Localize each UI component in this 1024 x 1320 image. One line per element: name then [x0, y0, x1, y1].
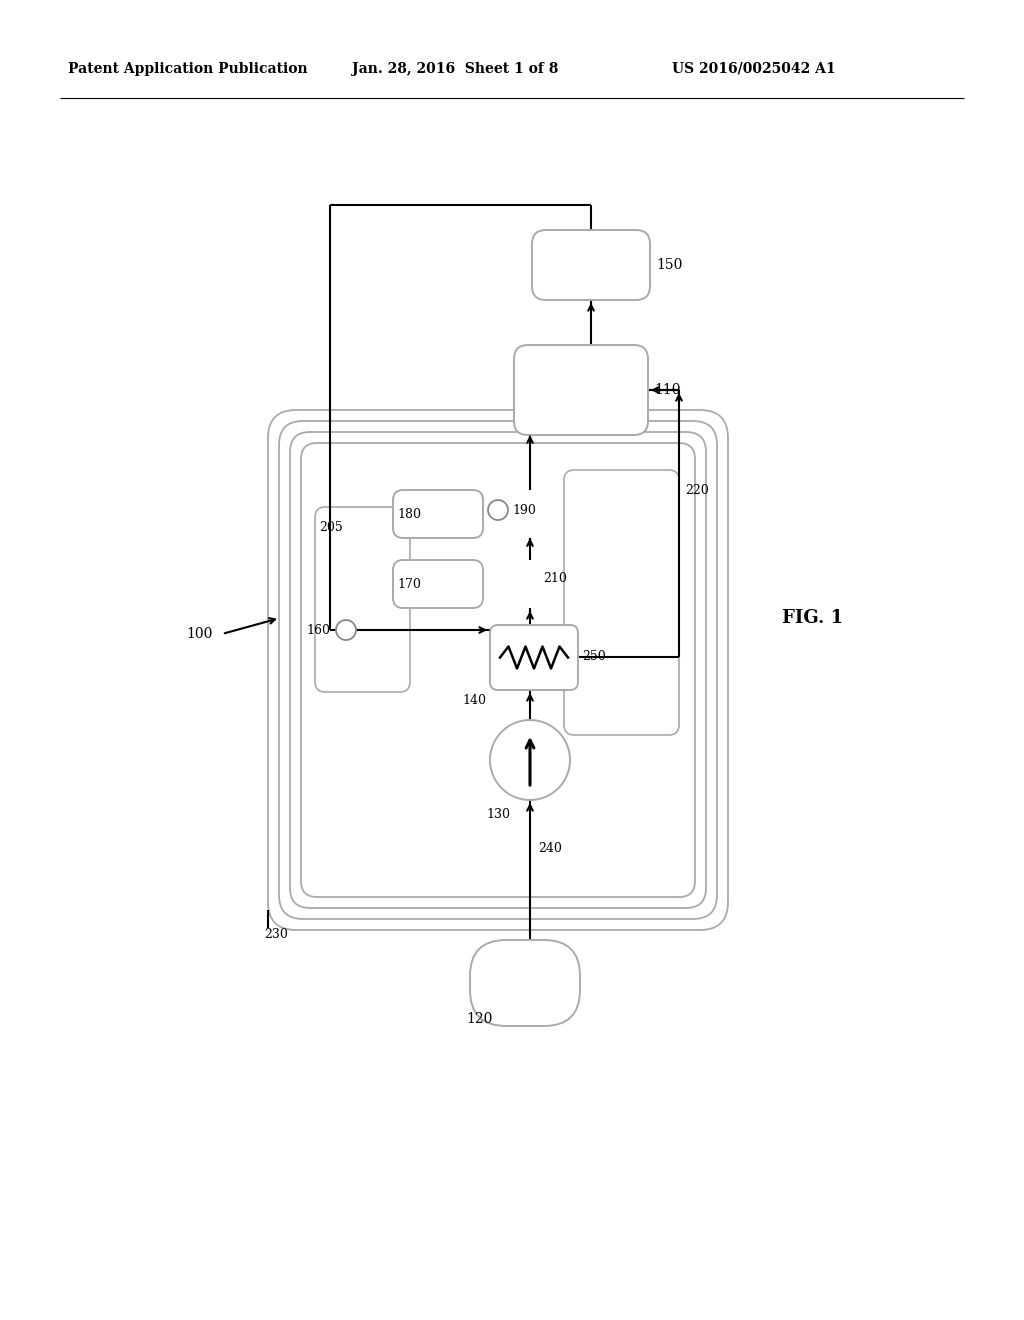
- FancyBboxPatch shape: [393, 490, 483, 539]
- Text: 180: 180: [397, 507, 421, 520]
- FancyBboxPatch shape: [514, 345, 648, 436]
- FancyBboxPatch shape: [279, 421, 717, 919]
- Circle shape: [488, 500, 508, 520]
- Text: 120: 120: [466, 1012, 493, 1026]
- FancyBboxPatch shape: [532, 230, 650, 300]
- Text: 140: 140: [462, 694, 486, 708]
- FancyBboxPatch shape: [301, 444, 695, 898]
- Text: 210: 210: [543, 572, 567, 585]
- Text: 110: 110: [654, 383, 681, 397]
- Circle shape: [336, 620, 356, 640]
- Text: 230: 230: [264, 928, 288, 941]
- FancyBboxPatch shape: [290, 432, 706, 908]
- FancyBboxPatch shape: [393, 560, 483, 609]
- FancyBboxPatch shape: [315, 507, 410, 692]
- Text: 150: 150: [656, 257, 682, 272]
- Text: 205: 205: [319, 521, 343, 535]
- Text: Patent Application Publication: Patent Application Publication: [68, 62, 307, 77]
- FancyBboxPatch shape: [470, 940, 580, 1026]
- Text: Jan. 28, 2016  Sheet 1 of 8: Jan. 28, 2016 Sheet 1 of 8: [352, 62, 558, 77]
- Text: 170: 170: [397, 578, 421, 590]
- Text: 250: 250: [582, 651, 606, 664]
- FancyBboxPatch shape: [268, 411, 728, 931]
- Text: FIG. 1: FIG. 1: [782, 609, 843, 627]
- FancyBboxPatch shape: [490, 624, 578, 690]
- Text: 160: 160: [306, 623, 330, 636]
- Text: 130: 130: [486, 808, 510, 821]
- FancyBboxPatch shape: [564, 470, 679, 735]
- Text: 220: 220: [685, 484, 709, 498]
- Circle shape: [490, 719, 570, 800]
- Text: 240: 240: [538, 842, 562, 854]
- Text: 100: 100: [186, 627, 213, 642]
- Text: US 2016/0025042 A1: US 2016/0025042 A1: [672, 62, 836, 77]
- Text: 190: 190: [512, 503, 536, 516]
